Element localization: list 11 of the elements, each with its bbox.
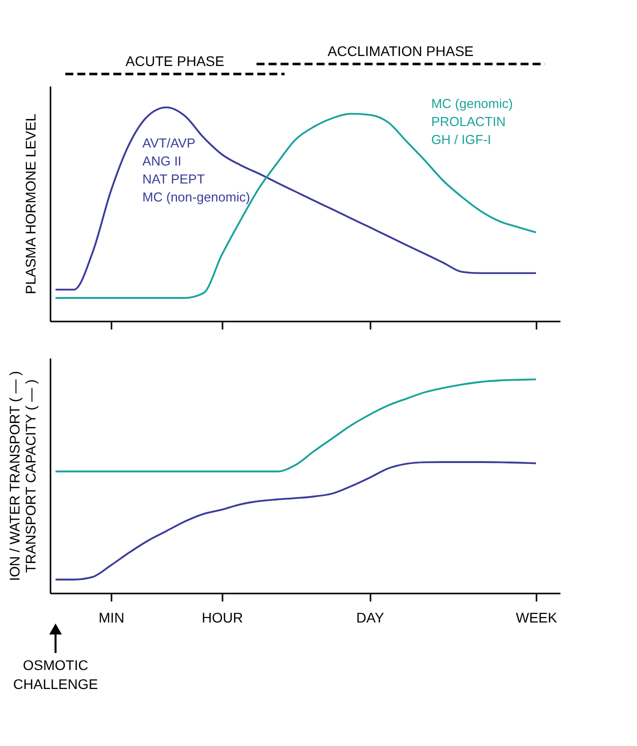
series-label: MC (genomic) PROLACTIN GH / IGF-I bbox=[431, 96, 513, 147]
text: OSMOTIC CHALLENGE bbox=[13, 657, 98, 692]
x-tick-label: MIN bbox=[98, 610, 124, 626]
text: ACUTE PHASE bbox=[126, 53, 224, 69]
text: ACCLIMATION PHASE bbox=[328, 43, 474, 59]
x-tick-label: WEEK bbox=[516, 610, 558, 626]
y-axis-title: PLASMA HORMONE LEVEL bbox=[22, 114, 38, 294]
series-label: AVT/AVP ANG II NAT PEPT MC (non-genomic) bbox=[142, 135, 250, 204]
x-tick-label: DAY bbox=[356, 610, 385, 626]
x-tick-label: HOUR bbox=[202, 610, 243, 626]
y-axis-title: ION / WATER TRANSPORT ( — ) TRANSPORT CAPACITY ( — ) bbox=[6, 370, 38, 582]
